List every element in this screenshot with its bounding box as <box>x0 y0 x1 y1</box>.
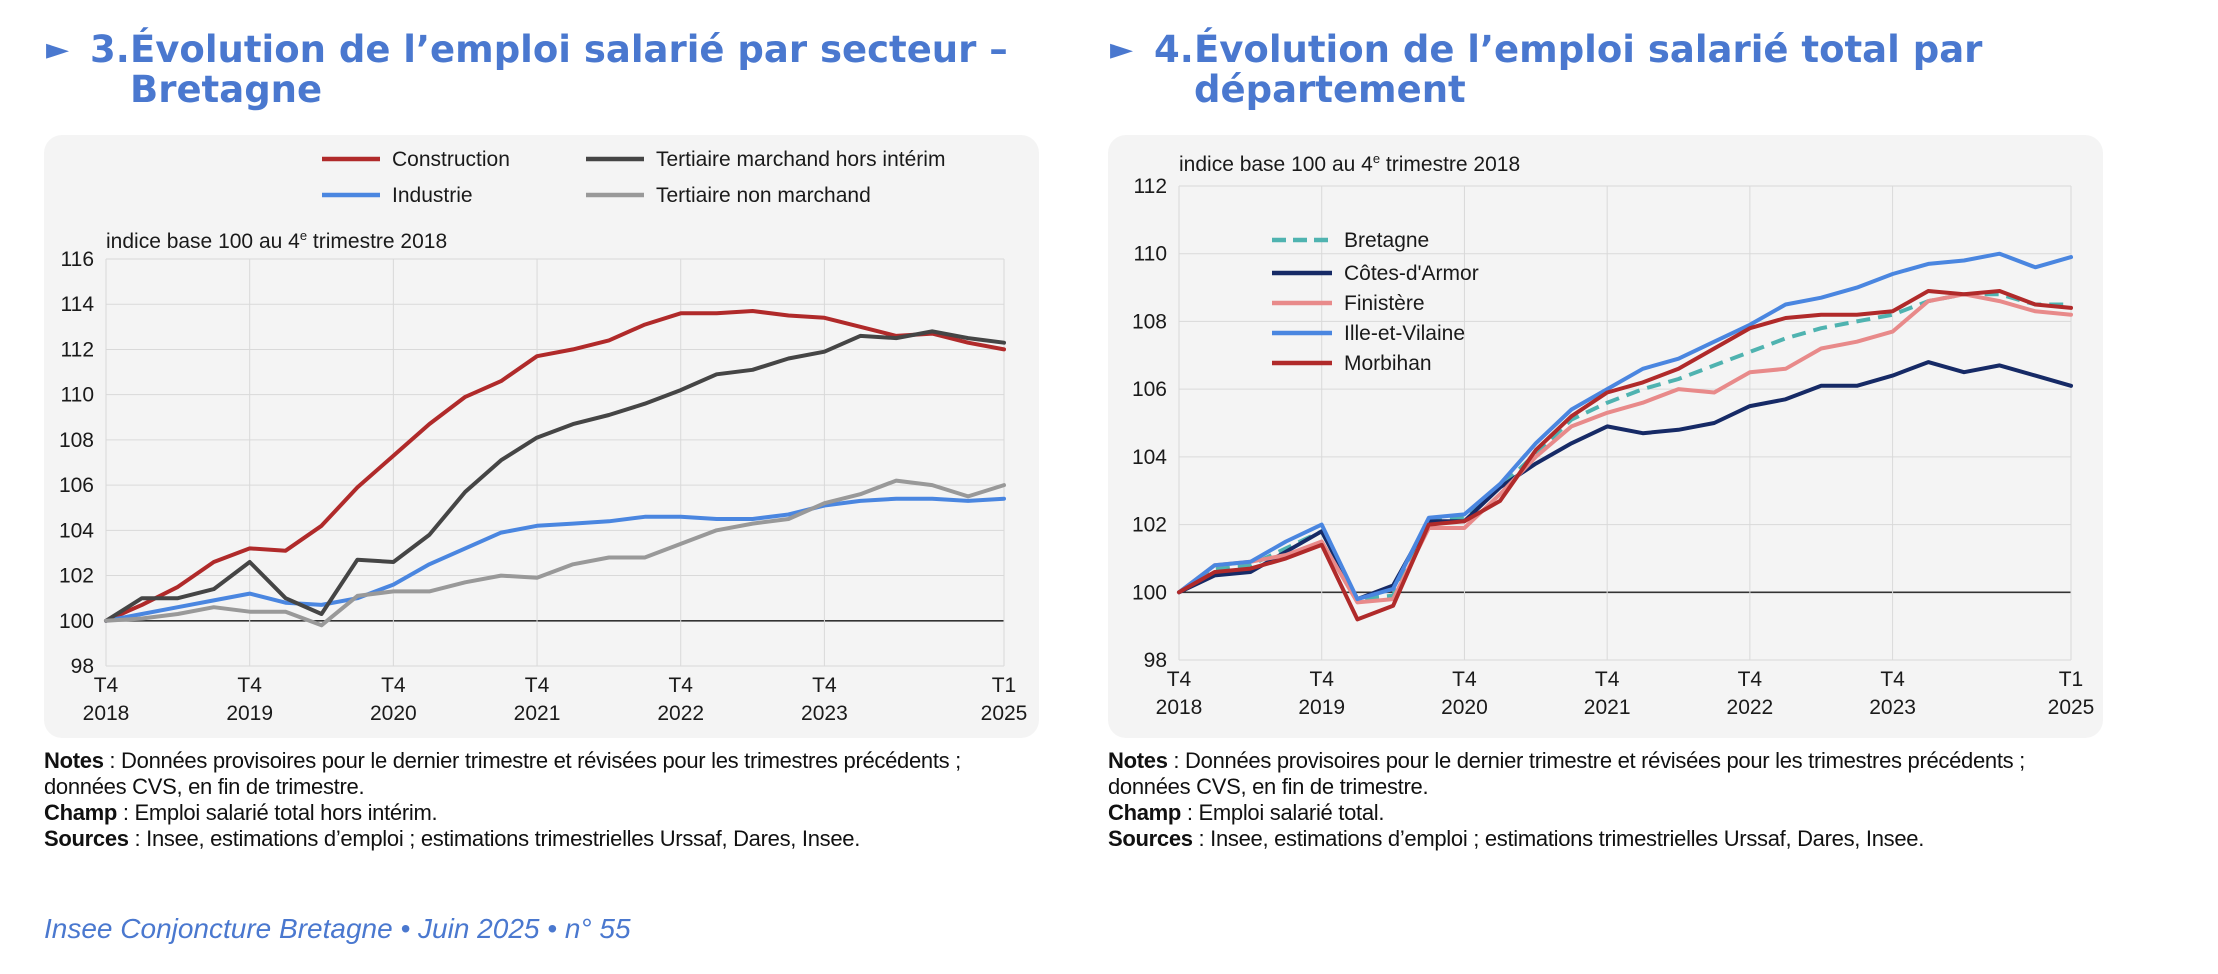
y-tick-label: 102 <box>59 565 94 588</box>
legend-label: Industrie <box>392 184 473 207</box>
y-tick-label: 114 <box>61 293 95 316</box>
x-tick-label: 2021 <box>514 702 561 725</box>
x-tick-label: 2019 <box>1298 696 1345 719</box>
y-tick-label: 100 <box>59 610 94 633</box>
chart-4-plot: 98 100 102 104 106 108 110 112 T4 2018 T4 2019 T4 202… <box>1132 175 2094 719</box>
y-tick-label: 112 <box>61 338 94 361</box>
x-tick-label: T1 <box>992 674 1017 697</box>
champ-label: Champ <box>44 800 118 825</box>
x-tick-label: T4 <box>1309 668 1334 691</box>
champ-label: Champ <box>1108 800 1182 825</box>
chart-3-unit-label: indice base 100 au 4e trimestre 2018 <box>106 228 447 253</box>
x-tick-label: 2018 <box>83 702 130 725</box>
notes-text-continued: données CVS, en fin de trimestre. <box>44 774 365 799</box>
notes-label: Notes <box>44 748 104 773</box>
series-line-industrie <box>104 496 1006 623</box>
notes-text-continued: données CVS, en fin de trimestre. <box>1108 774 1429 799</box>
chart-4-number: 4. <box>1154 28 1194 71</box>
notes-label: Notes <box>1108 748 1168 773</box>
x-tick-label: 2022 <box>1727 696 1774 719</box>
y-tick-label: 110 <box>1134 243 1167 266</box>
x-tick-label: T4 <box>1880 668 1905 691</box>
chart-3-title-text: Évolution de l’emploi salarié par secteu… <box>130 28 1008 111</box>
x-tick-label: T1 <box>2059 668 2084 691</box>
chart-3-plot: 98 100 102 104 106 108 110 112 114 116 T4 2018 T4 201… <box>59 248 1027 725</box>
chart-3-svg: indice base 100 au 4e trimestre 2018 98 1… <box>59 148 1027 725</box>
y-tick-label: 108 <box>59 429 94 452</box>
series-line-construction <box>104 309 1006 623</box>
y-tick-label: 106 <box>59 474 94 497</box>
y-tick-label: 100 <box>1132 581 1167 604</box>
x-tick-label: 2022 <box>657 702 704 725</box>
triangle-bullet-icon: ► <box>46 32 70 67</box>
x-tick-label: T4 <box>1452 668 1477 691</box>
legend-label: Côtes-d'Armor <box>1344 262 1479 285</box>
legend-label: Ille-et-Vilaine <box>1344 322 1465 345</box>
y-tick-label: 106 <box>1132 378 1167 401</box>
chart-3-number: 3. <box>90 28 130 71</box>
x-tick-label: T4 <box>1595 668 1620 691</box>
y-tick-label: 112 <box>1134 175 1167 198</box>
notes-text: : Données provisoires pour le dernier tr… <box>103 748 961 773</box>
y-tick-label: 110 <box>61 384 94 407</box>
series-line-tertiaire-non-marchand <box>104 478 1006 628</box>
x-tick-label: T4 <box>381 674 406 697</box>
series-line-morbihan <box>1177 289 2073 622</box>
champ-text: : Emploi salarié total hors intérim. <box>117 800 438 825</box>
triangle-bullet-icon: ► <box>1110 32 1134 67</box>
chart-4-unit-label: indice base 100 au 4e trimestre 2018 <box>1179 151 1520 176</box>
x-tick-label: T4 <box>237 674 262 697</box>
sources-text: : Insee, estimations d’emploi ; estimati… <box>1192 826 1925 851</box>
legend-label: Finistère <box>1344 292 1425 315</box>
y-tick-label: 104 <box>59 519 94 542</box>
x-tick-label: 2025 <box>981 702 1028 725</box>
series-line-tertiaire-marchand-hors-int-rim <box>104 329 1006 623</box>
champ-text: : Emploi salarié total. <box>1181 800 1385 825</box>
legend-label: Construction <box>392 148 510 171</box>
x-tick-label: T4 <box>1738 668 1763 691</box>
chart-4-panel: indice base 100 au 4e trimestre 2018 98 1… <box>1108 135 2103 738</box>
legend-label: Bretagne <box>1344 229 1429 252</box>
y-tick-label: 98 <box>1144 649 1167 672</box>
legend-label: Tertiaire marchand hors intérim <box>656 148 945 171</box>
sources-label: Sources <box>44 826 129 851</box>
legend-label: Morbihan <box>1344 352 1432 375</box>
x-tick-label: T4 <box>1167 668 1192 691</box>
y-tick-label: 98 <box>71 655 94 678</box>
x-tick-label: 2020 <box>370 702 417 725</box>
series-line-ille-et-vilaine <box>1177 251 2073 602</box>
legend-label: Tertiaire non marchand <box>656 184 871 207</box>
chart-4-title-text: Évolution de l’emploi salarié total par … <box>1194 28 1983 111</box>
publication-footer: Insee Conjoncture Bretagne • Juin 2025 •… <box>44 913 631 944</box>
chart-3-title: ► 3. Évolution de l’emploi salarié par s… <box>46 30 1046 120</box>
x-tick-label: T4 <box>94 674 119 697</box>
series-line-bretagne <box>1177 292 2071 602</box>
x-tick-label: 2021 <box>1584 696 1631 719</box>
y-tick-label: 102 <box>1132 514 1167 537</box>
x-tick-label: T4 <box>668 674 693 697</box>
x-tick-label: 2018 <box>1156 696 1203 719</box>
x-tick-label: 2019 <box>226 702 273 725</box>
chart-3-panel: indice base 100 au 4e trimestre 2018 98 1… <box>44 135 1039 738</box>
series-line-finist-re <box>1177 292 2073 605</box>
sources-text: : Insee, estimations d’emploi ; estimati… <box>128 826 861 851</box>
chart-3-notes: Notes : Données provisoires pour le dern… <box>44 748 1054 852</box>
sources-label: Sources <box>1108 826 1193 851</box>
chart-4-notes: Notes : Données provisoires pour le dern… <box>1108 748 2118 852</box>
series-line-c-tes-d-armor <box>1177 360 2073 602</box>
x-tick-label: 2025 <box>2048 696 2095 719</box>
x-tick-label: 2023 <box>801 702 848 725</box>
x-tick-label: T4 <box>812 674 837 697</box>
x-tick-label: T4 <box>525 674 550 697</box>
y-tick-label: 104 <box>1132 446 1167 469</box>
x-tick-label: 2023 <box>1869 696 1916 719</box>
chart-4-svg: indice base 100 au 4e trimestre 2018 98 1… <box>1132 151 2094 719</box>
x-tick-label: 2020 <box>1441 696 1488 719</box>
chart-4-title: ► 4. Évolution de l’emploi salarié total… <box>1110 30 2110 120</box>
notes-text: : Données provisoires pour le dernier tr… <box>1167 748 2025 773</box>
y-tick-label: 108 <box>1132 310 1167 333</box>
y-tick-label: 116 <box>61 248 94 271</box>
